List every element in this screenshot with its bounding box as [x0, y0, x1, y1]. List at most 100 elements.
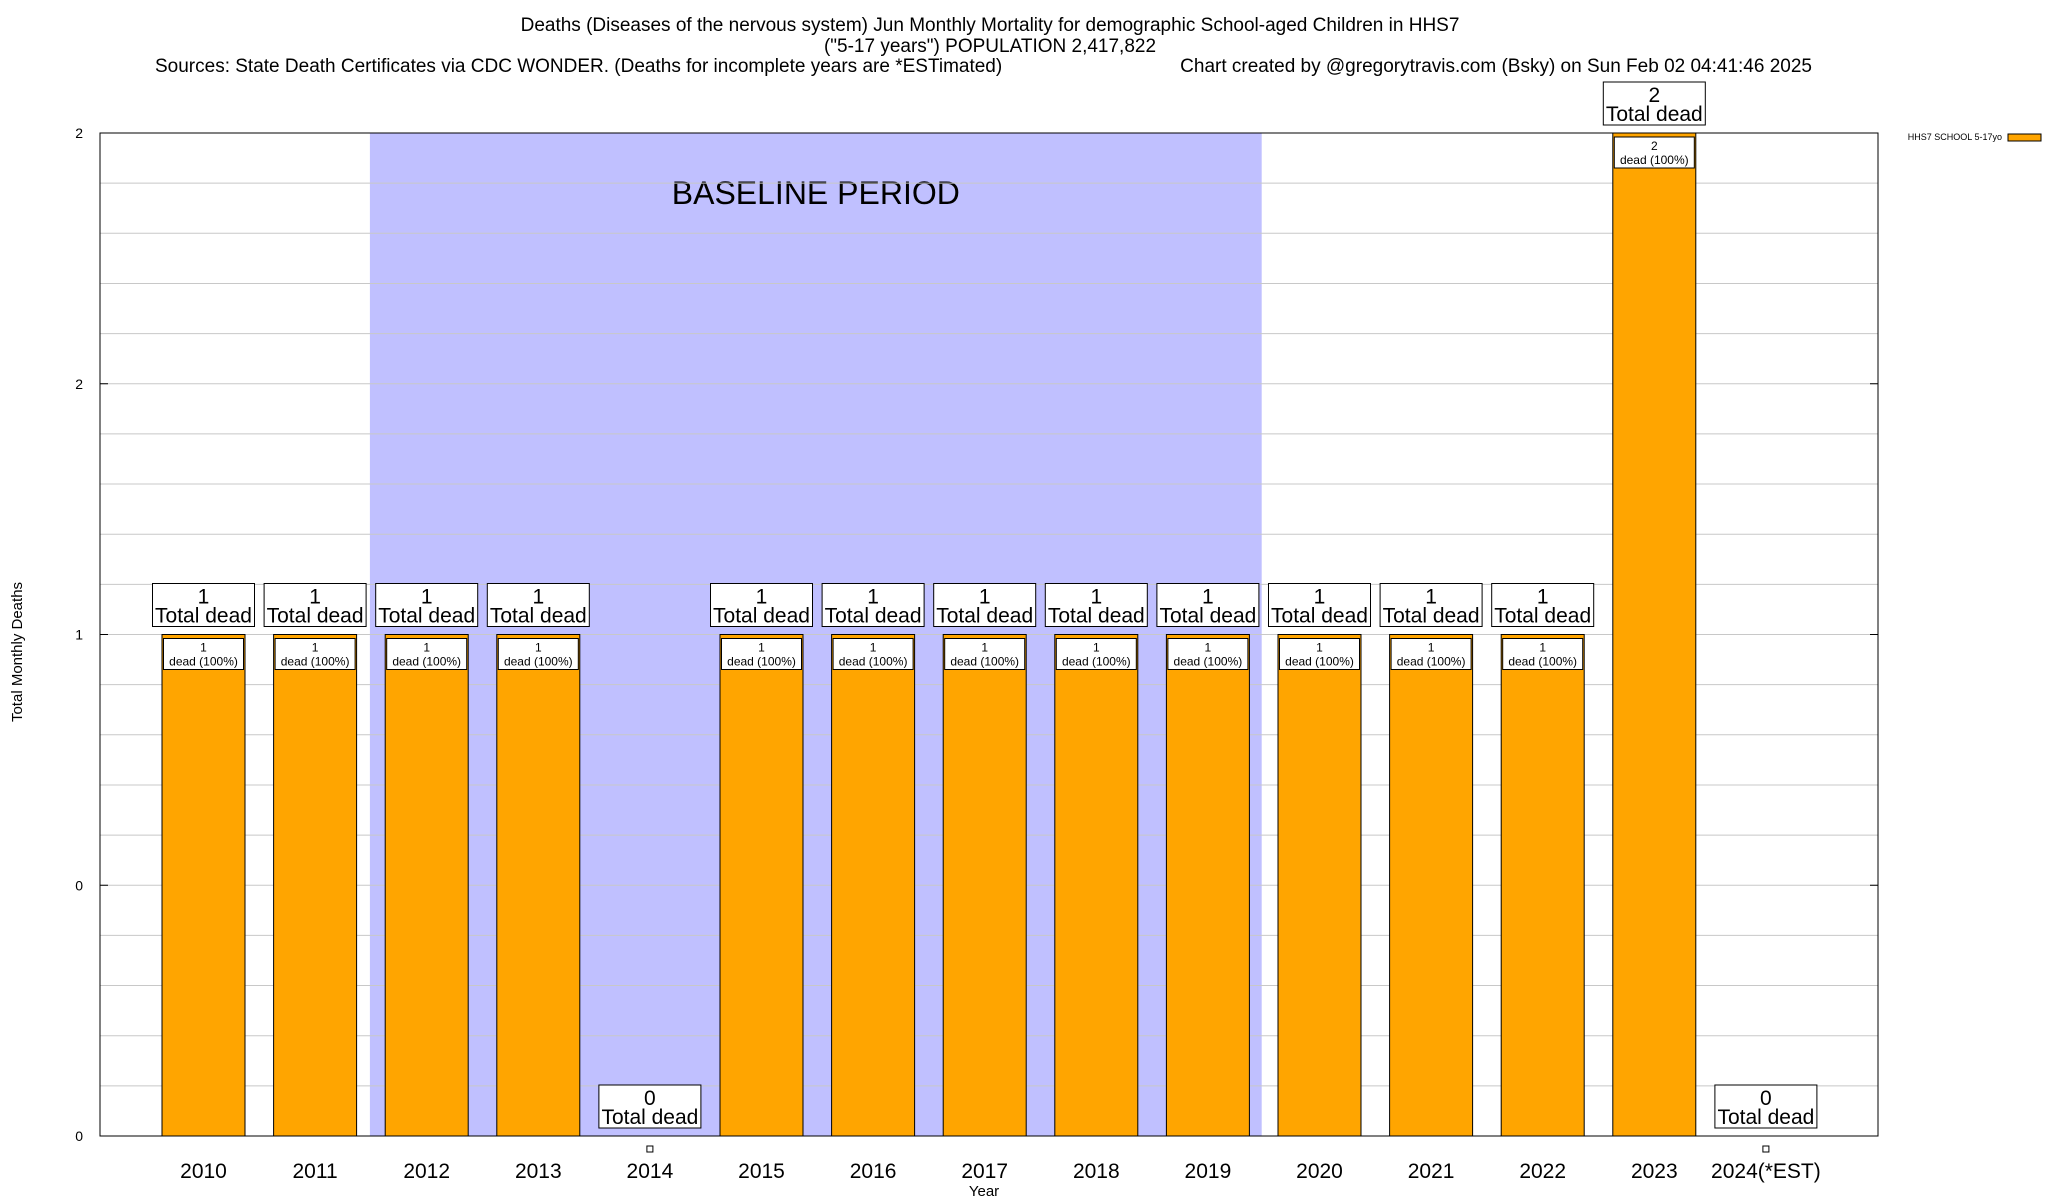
total-label-text: Total dead: [1494, 605, 1591, 628]
total-label-box: [1602, 81, 1706, 126]
total-label-box: [152, 583, 255, 627]
x-tick-label: 2022: [1519, 1160, 1566, 1183]
inner-label-text: dead (100%): [169, 655, 238, 669]
x-tick-label: 2018: [1073, 1160, 1120, 1183]
inner-label-text: dead (100%): [839, 655, 908, 669]
total-label-box: [1044, 583, 1148, 627]
chart-sources: Sources: State Death Certificates via CD…: [155, 56, 1002, 77]
bar: [1277, 634, 1362, 1137]
inner-label-box: [274, 638, 356, 670]
x-tick-label: 2011: [293, 1160, 338, 1183]
inner-label-text: dead (100%): [950, 655, 1019, 669]
inner-label-box: [944, 638, 1026, 670]
total-label-box: [486, 583, 590, 627]
inner-label-count: 1: [312, 641, 319, 655]
inner-label-text: dead (100%): [1285, 655, 1354, 669]
bar: [831, 634, 916, 1137]
bar: [1500, 634, 1585, 1137]
y-axis-label: Total Monthly Deaths: [9, 582, 26, 722]
bar: [1612, 132, 1697, 1137]
legend-entry-label: HHS7 SCHOOL 5-17yo: [1908, 132, 2002, 142]
inner-label-count: 1: [758, 641, 765, 655]
total-label-text: Total dead: [1271, 605, 1368, 628]
chart-title-line-1: Deaths (Diseases of the nervous system) …: [521, 15, 1460, 36]
y-tick-label: 1: [75, 627, 83, 643]
total-label-text: Total dead: [267, 605, 364, 628]
x-axis-label: Year: [969, 1183, 999, 1200]
x-tick-label: 2012: [403, 1160, 450, 1183]
total-label-count: 1: [979, 586, 991, 609]
bar: [496, 634, 581, 1137]
x-tick-label: 2019: [1185, 1160, 1232, 1183]
bar: [1389, 634, 1474, 1137]
inner-label-text: dead (100%): [727, 655, 796, 669]
x-tick-label: 2023: [1631, 1160, 1678, 1183]
inner-label-box: [1167, 638, 1249, 670]
bar: [384, 634, 469, 1137]
inner-label-count: 1: [200, 641, 207, 655]
x-tick-label: 2014: [627, 1160, 674, 1183]
total-label-count: 2: [1648, 84, 1660, 107]
inner-label-count: 1: [535, 641, 542, 655]
zero-marker: [1762, 1145, 1770, 1153]
bar: [161, 634, 246, 1137]
total-label-count: 1: [198, 586, 210, 609]
total-label-box: [933, 583, 1037, 627]
total-label-box: [1268, 583, 1371, 627]
total-label-text: Total dead: [936, 605, 1033, 628]
total-label-text: Total dead: [825, 605, 922, 628]
inner-label-text: dead (100%): [1620, 153, 1689, 167]
total-label-text: Total dead: [490, 605, 587, 628]
inner-label-count: 1: [1205, 641, 1212, 655]
inner-label-count: 1: [1093, 641, 1100, 655]
total-label-count: 1: [1090, 586, 1102, 609]
inner-label-count: 1: [981, 641, 988, 655]
total-label-box: [821, 583, 925, 627]
total-label-count: 1: [1425, 586, 1437, 609]
total-label-text: Total dead: [155, 605, 252, 628]
total-label-count: 1: [1202, 586, 1214, 609]
inner-label-text: dead (100%): [281, 655, 350, 669]
inner-label-count: 1: [1539, 641, 1546, 655]
bar: [1165, 634, 1250, 1137]
total-label-count: 0: [1760, 1087, 1772, 1110]
total-label-count: 1: [867, 586, 879, 609]
total-label-box: [1156, 583, 1260, 627]
inner-label-count: 1: [423, 641, 430, 655]
x-tick-label: 2013: [515, 1160, 562, 1183]
inner-label-box: [497, 638, 579, 670]
chart-title-line-2: ("5-17 years") POPULATION 2,417,822: [824, 36, 1156, 57]
bar: [942, 634, 1027, 1137]
x-axis-ticks: 2010 2011 2012 2013 2014 2015 2016 2017 2018 2019…: [180, 1160, 1821, 1183]
y-tick-label: 2: [75, 376, 83, 392]
total-label-box: [1379, 583, 1483, 627]
x-tick-label: 2016: [850, 1160, 897, 1183]
legend-entry-swatch: [2007, 133, 2042, 142]
inner-label-box: [1055, 638, 1137, 670]
x-tick-label: 2020: [1296, 1160, 1343, 1183]
inner-label-box: [163, 638, 244, 670]
inner-label-box: [386, 638, 468, 670]
total-label-box: [375, 583, 479, 627]
total-label-count: 1: [421, 586, 433, 609]
total-label-text: Total dead: [1048, 605, 1145, 628]
x-tick-label: 2010: [180, 1160, 227, 1183]
y-tick-label: 0: [75, 877, 83, 893]
